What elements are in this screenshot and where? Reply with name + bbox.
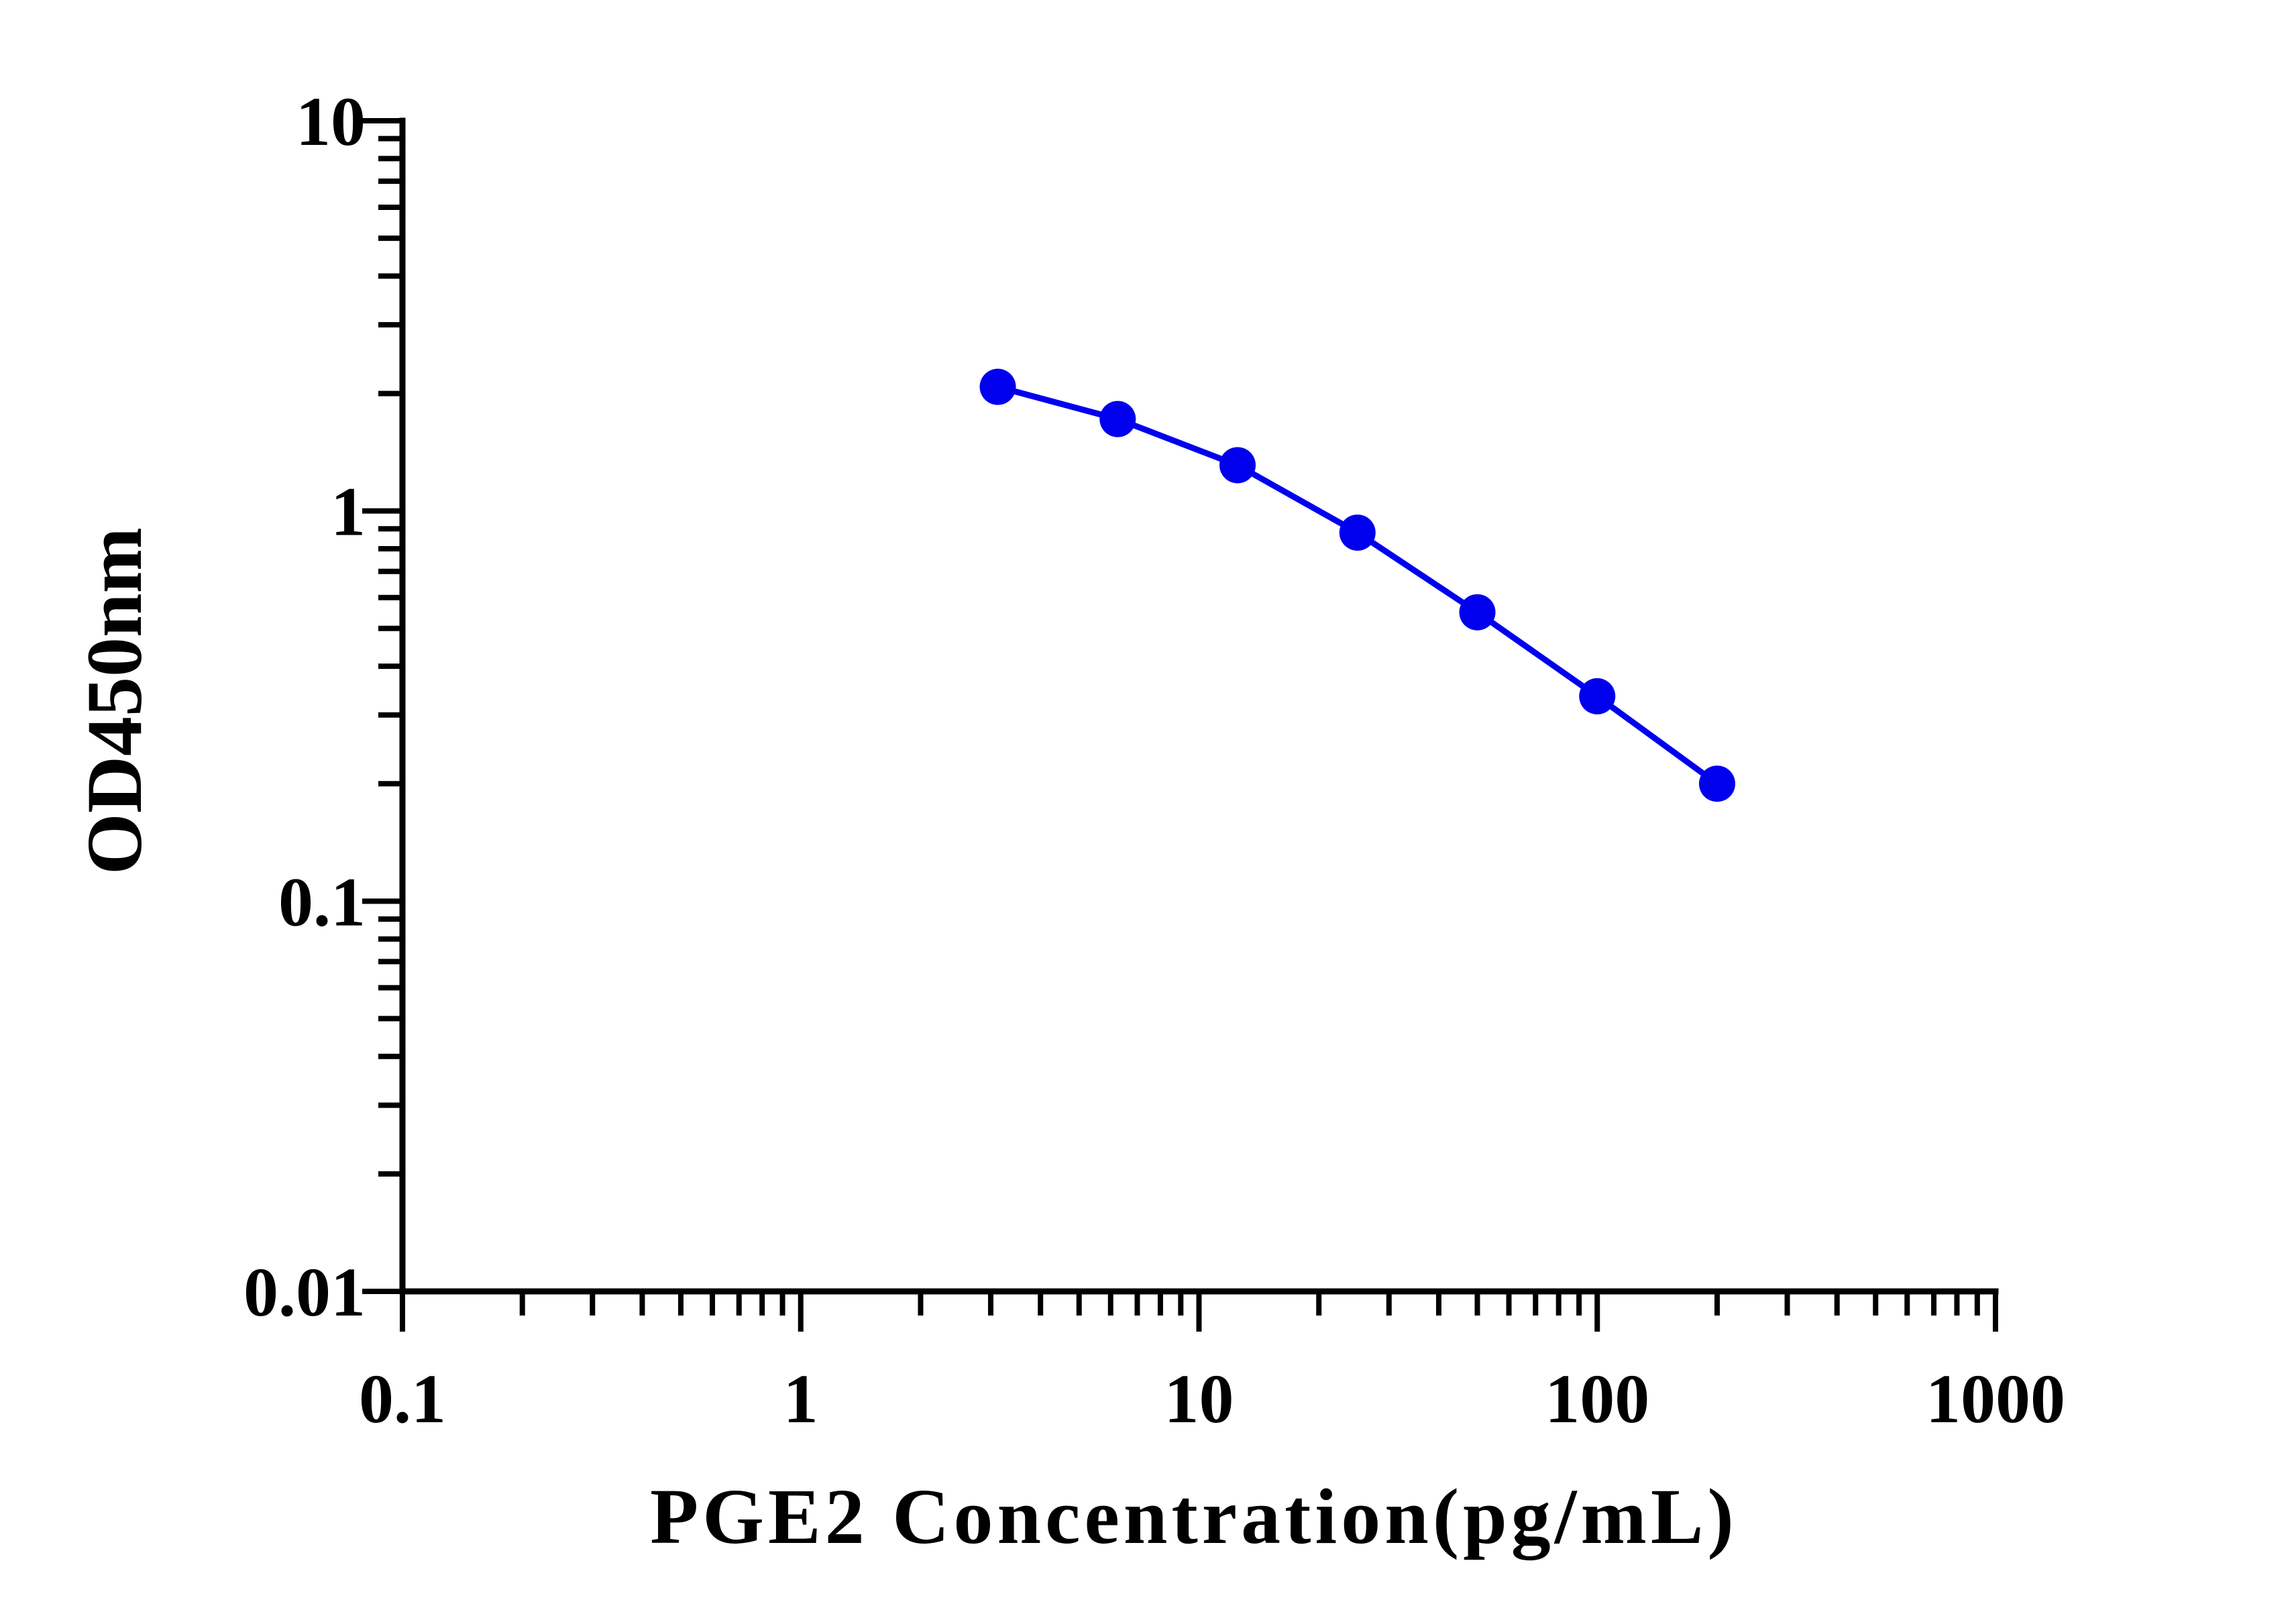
data-point (1099, 400, 1136, 437)
data-point (1219, 447, 1256, 484)
y-axis-major-ticks (362, 118, 402, 1294)
y-tick-label: 1 (331, 474, 366, 551)
data-point (1339, 514, 1376, 551)
y-tick-label: 0.01 (243, 1254, 366, 1331)
data-point (1459, 594, 1496, 631)
x-axis-title: PGE2 Concentration(pg/mL) (650, 1473, 1738, 1560)
data-point (1579, 678, 1616, 714)
data-point (979, 368, 1016, 405)
x-tick-label: 1000 (1926, 1360, 2065, 1438)
y-axis-title: OD450nm (70, 527, 158, 875)
x-tick-label: 100 (1545, 1360, 1649, 1438)
x-tick-label: 10 (1164, 1360, 1234, 1438)
series-line (997, 384, 1719, 786)
y-axis-tick-labels: 0.01 0.1 1 10 (243, 83, 366, 1331)
data-point (1698, 765, 1735, 802)
x-tick-label: 0.1 (359, 1360, 446, 1438)
y-tick-label: 10 (296, 83, 366, 160)
y-axis-minor-ticks (378, 136, 402, 1177)
y-tick-label: 0.1 (278, 863, 366, 941)
x-axis-tick-labels: 0.1 1 10 100 1000 (359, 1360, 2065, 1438)
series-layer (979, 368, 1735, 802)
x-axis-major-ticks (400, 1291, 1998, 1332)
x-axis-minor-ticks (519, 1291, 1980, 1316)
x-tick-label: 1 (783, 1360, 818, 1438)
